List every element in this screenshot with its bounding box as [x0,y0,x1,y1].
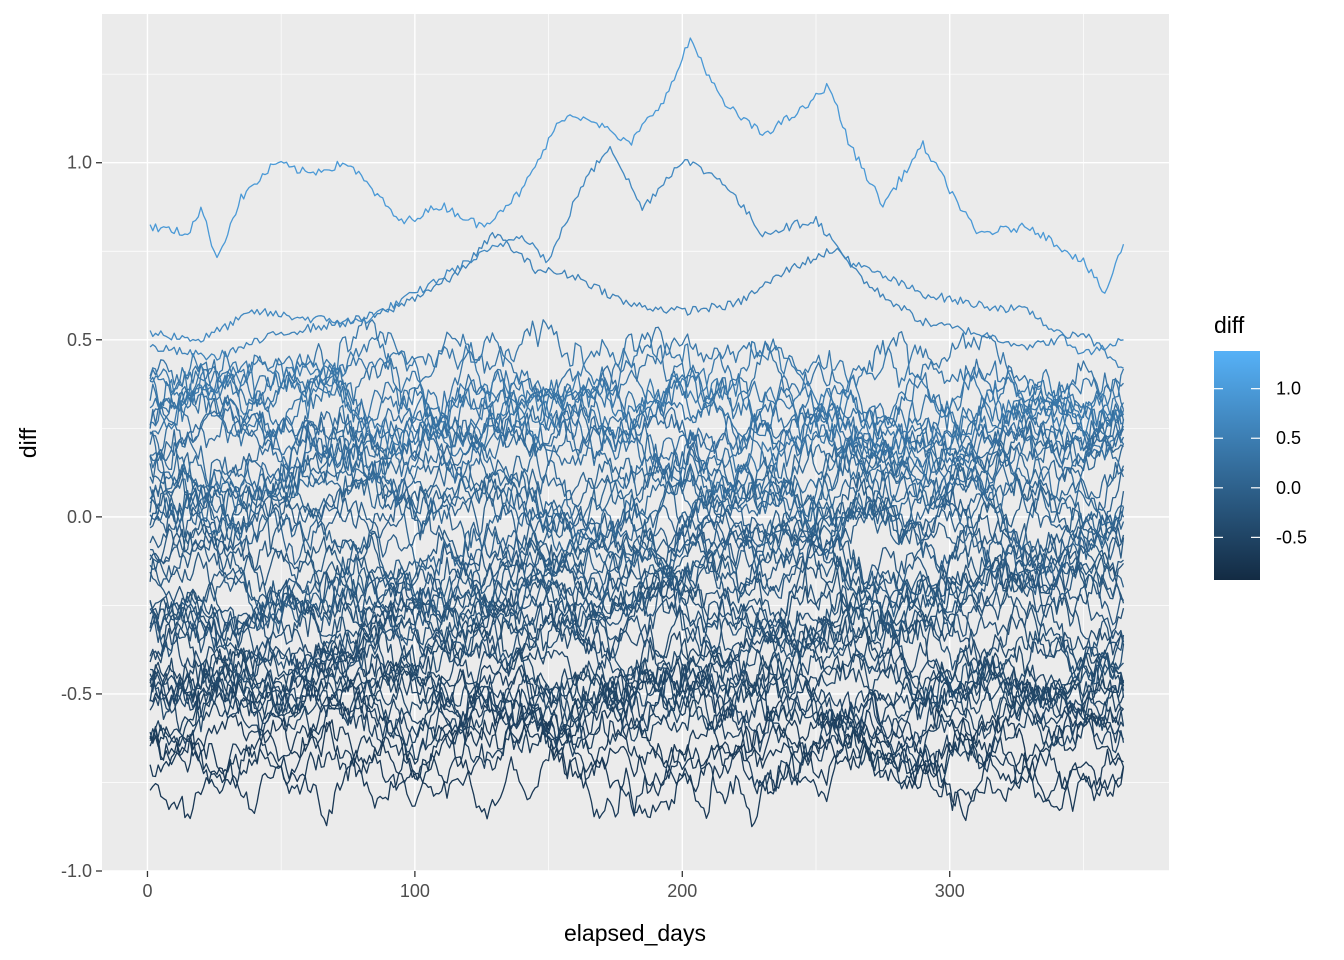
series-line-walk-22 [149,569,1125,686]
series-line-walk-34 [149,482,1125,634]
x-axis: 0 100 200 300 [142,871,965,901]
series-line-walk-50 [149,402,1125,507]
series-line-walk-42 [149,396,1125,515]
series-line-walk-33 [149,494,1125,618]
series-line-walk-49 [149,357,1125,480]
x-tick-label: 0 [142,881,152,901]
colorbar-tick-label: 1.0 [1276,379,1301,399]
series-line-walk-55 [149,344,1124,475]
series-line-walk-21 [149,613,1125,717]
series-line-walk-4 [149,654,1125,790]
series-line-walk-41 [149,420,1124,576]
series-line-walk-44 [149,431,1125,541]
y-axis-title: diff [15,427,41,458]
series-line-walk-7 [149,711,1124,812]
series-line-walk-15 [149,612,1125,733]
legend: diff 1.0 0.5 0.0 -0.5 [1214,312,1307,580]
series-line-walk-36 [149,466,1125,581]
series-line-walk-25 [149,552,1125,683]
colorbar-ticks: 1.0 0.5 0.0 -0.5 [1214,379,1307,547]
series-line-walk-12 [149,657,1125,792]
series-line-walk-56 [149,316,1125,437]
series-line-walk-47 [149,365,1125,484]
series-line-walk-35 [149,485,1125,598]
legend-title: diff [1214,312,1245,338]
colorbar-tick-label: 0.5 [1276,428,1301,448]
x-tick-label: 300 [935,881,965,901]
x-tick-label: 200 [667,881,697,901]
series-line-walk-17 [149,621,1125,747]
series-line-upper-3 [149,231,1124,369]
colorbar-tick-label: -0.5 [1276,527,1307,547]
y-tick-label: 0.0 [67,507,92,527]
y-axis: -1.0 -0.5 0.0 0.5 1.0 [61,153,102,881]
series-line-walk-53 [149,326,1125,456]
series-line-walk-29 [149,519,1124,637]
series-line-walk-54 [150,340,1125,461]
series-line-upper-1 [149,37,1125,294]
y-tick-label: 1.0 [67,153,92,173]
series-line-walk-27 [149,492,1125,627]
series-line-upper-2 [149,145,1124,356]
series-line-walk-38 [149,457,1124,556]
series-line-walk-30 [149,524,1124,623]
x-tick-label: 100 [400,881,430,901]
series-line-walk-31 [149,485,1125,596]
y-tick-label: -0.5 [61,684,92,704]
series-line-walk-57 [149,332,1124,428]
y-tick-label: -1.0 [61,861,92,881]
series-line-walk-52 [149,358,1125,447]
y-tick-label: 0.5 [67,330,92,350]
colorbar-tick-label: 0.0 [1276,478,1301,498]
colorbar [1214,351,1260,580]
series-layer [149,37,1125,828]
series-line-walk-48 [149,412,1125,541]
series-line-walk-5 [149,689,1124,819]
x-axis-title: elapsed_days [564,920,706,946]
series-line-walk-40 [149,444,1125,566]
